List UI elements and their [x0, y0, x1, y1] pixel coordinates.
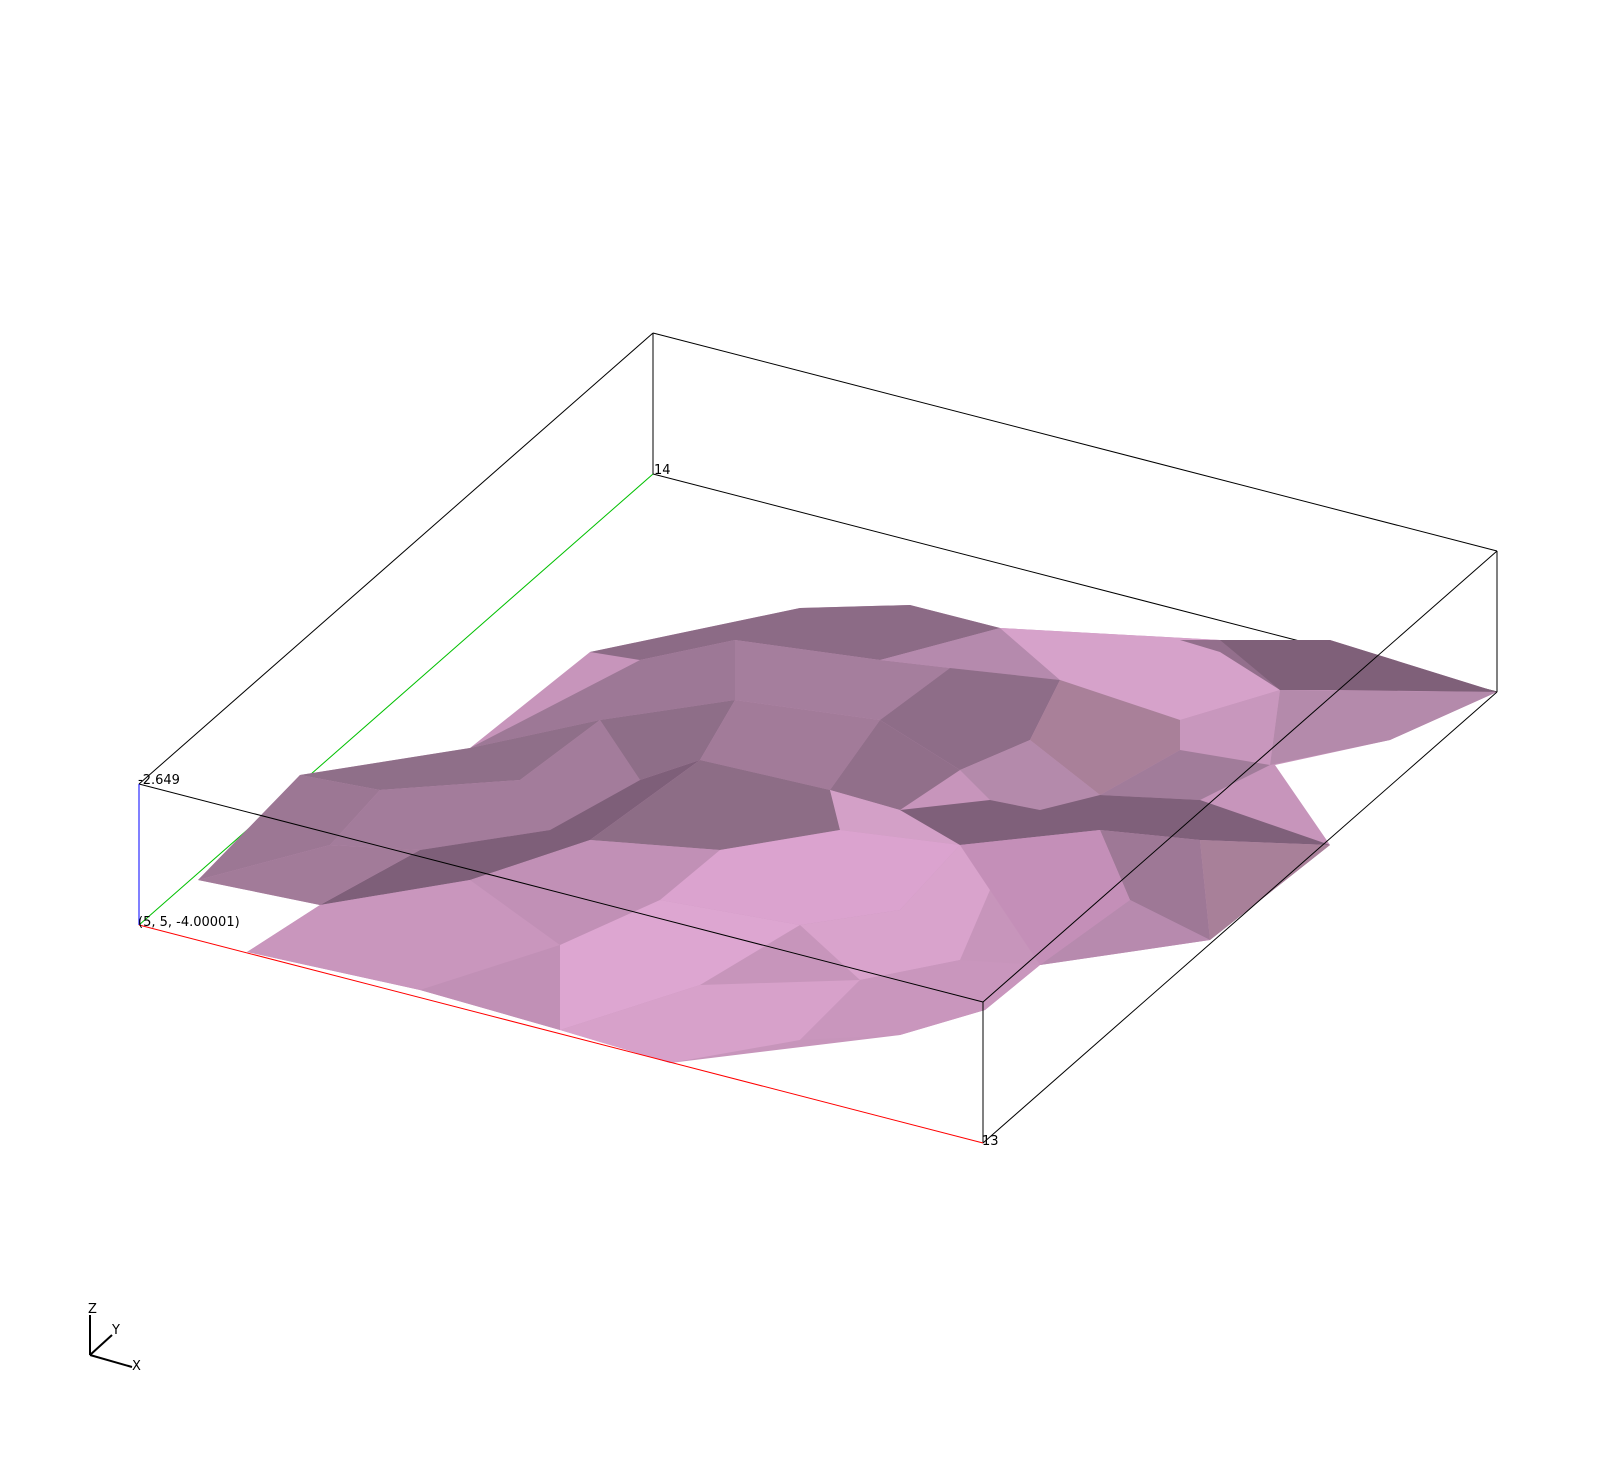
x-max-label: 13	[982, 1134, 999, 1149]
y-axis-widget-label: Y	[111, 1323, 120, 1338]
origin-label: (5, 5, -4.00001)	[138, 915, 240, 930]
orientation-axes-widget	[89, 1315, 133, 1368]
isosurface	[198, 605, 1497, 1063]
y-max-label: 14	[654, 463, 671, 478]
z-max-label: -2.649	[138, 773, 180, 788]
bounding-box-back	[138, 332, 1498, 785]
x-axis-widget-label: X	[132, 1359, 141, 1374]
bounding-box-front	[138, 550, 1498, 1144]
y-axis-line	[138, 473, 654, 926]
z-axis-widget-label: Z	[88, 1302, 97, 1317]
x-axis-line	[138, 924, 984, 1144]
